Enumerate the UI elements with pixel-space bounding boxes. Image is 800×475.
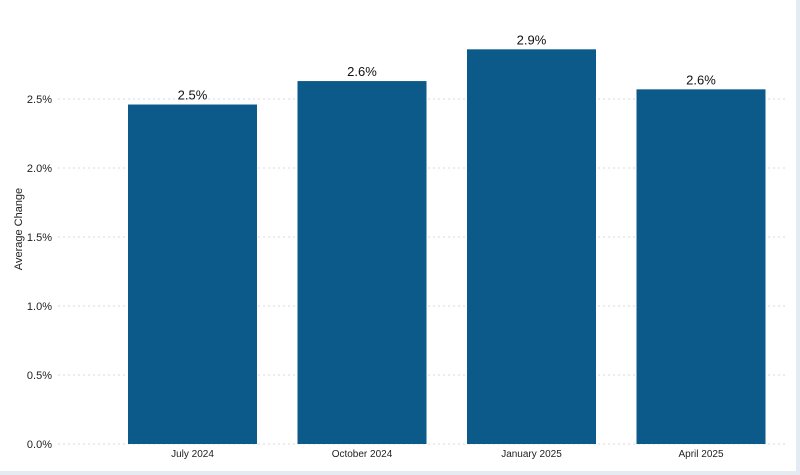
- bar: [128, 104, 257, 445]
- bar-value-label: 2.6%: [686, 72, 716, 87]
- y-axis-title: Average Change: [13, 188, 25, 270]
- y-axis-ticks: 0.0% 0.5% 1.0% 1.5% 2.0% 2.5%: [27, 94, 52, 451]
- x-tick-label: July 2024: [171, 449, 214, 460]
- y-tick-label: 2.5%: [27, 94, 52, 106]
- y-tick-label: 1.0%: [27, 301, 52, 313]
- bar: [636, 89, 766, 444]
- bar-value-label: 2.6%: [347, 64, 377, 79]
- bar-value-label: 2.9%: [517, 32, 547, 47]
- y-tick-label: 2.0%: [27, 163, 52, 175]
- bar-value-label: 2.5%: [178, 88, 208, 103]
- value-labels: 2.5% 2.6% 2.9% 2.6%: [178, 32, 717, 102]
- bars: [128, 49, 766, 445]
- y-tick-label: 0.0%: [27, 439, 52, 451]
- x-axis-ticks: July 2024 October 2024 January 2025 April 2…: [171, 449, 724, 460]
- bar: [297, 81, 427, 444]
- x-tick-label: October 2024: [332, 449, 393, 460]
- bar: [467, 49, 596, 444]
- x-tick-label: April 2025: [678, 449, 723, 460]
- x-tick-label: January 2025: [501, 449, 562, 460]
- y-tick-label: 1.5%: [27, 232, 52, 244]
- y-tick-label: 0.5%: [27, 370, 52, 382]
